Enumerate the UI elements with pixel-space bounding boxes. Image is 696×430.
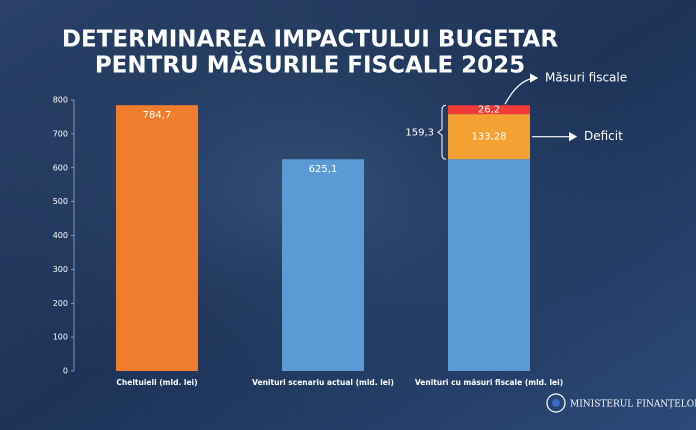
y-tick-label: 400 [53,231,68,240]
x-tick-label: Cheltuieli (mld. lei) [116,378,197,387]
y-tick-label: 700 [53,129,68,138]
y-tick-label: 500 [53,197,68,206]
logo-emblem [546,393,566,413]
chart-title: PENTRU MĂSURILE FISCALE 2025 [95,51,525,79]
bar-segment [282,159,364,371]
value-label: 784,7 [143,110,172,121]
value-label: 133,28 [472,132,507,143]
bar-segment [448,114,530,160]
x-tick-label: Venituri cu măsuri fiscale (mld. lei) [415,378,563,387]
annotation: Măsuri fiscale [545,71,627,85]
logo-emblem [552,399,560,407]
logo-text: MINISTERUL FINANȚELOR [570,400,696,410]
logo: MINISTERUL FINANȚELOR [546,393,696,413]
bar-segment [448,159,530,371]
annotation-arrow [504,73,539,105]
annotation: 159,3 [405,127,434,138]
y-tick-label: 800 [53,96,68,105]
x-tick-label: Venituri scenariu actual (mld. lei) [252,378,394,387]
value-label: 625,1 [309,164,338,175]
y-tick-label: 100 [53,333,68,342]
bar-segment [116,105,198,372]
bar-segment [448,105,530,115]
y-tick-label: 200 [53,299,68,308]
value-label: 26,2 [478,105,500,116]
y-tick-label: 300 [53,265,68,274]
y-tick-label: 0 [63,367,68,376]
chart-title: DETERMINAREA IMPACTULUI BUGETAR [62,27,558,53]
y-tick-label: 600 [53,163,68,172]
bracket [437,104,447,160]
annotation: Deficit [584,129,623,143]
